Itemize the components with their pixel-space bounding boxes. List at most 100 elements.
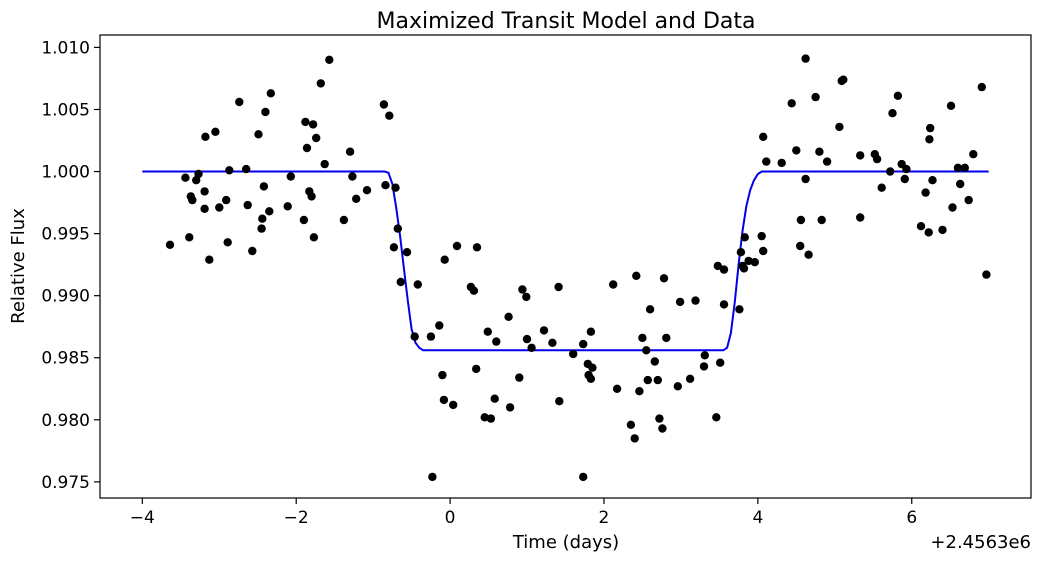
data-point <box>900 174 909 184</box>
data-point <box>757 231 766 241</box>
data-point <box>586 327 596 336</box>
data-point <box>982 270 991 279</box>
data-point <box>719 300 729 309</box>
data-point <box>472 364 481 374</box>
data-point <box>716 358 725 367</box>
data-point <box>948 203 957 212</box>
data-point <box>254 130 263 139</box>
data-point <box>452 241 462 251</box>
data-point <box>739 264 749 273</box>
data-point <box>402 248 412 257</box>
data-point <box>956 179 965 189</box>
data-point <box>662 333 671 343</box>
data-point <box>312 133 321 143</box>
data-point <box>759 246 768 256</box>
data-point <box>650 357 659 366</box>
data-point <box>325 55 334 64</box>
data-point <box>960 163 969 172</box>
data-point <box>735 305 744 314</box>
data-point <box>777 158 786 168</box>
data-point <box>946 101 956 111</box>
x-axis-label: Time (days) <box>512 532 619 553</box>
data-point <box>235 97 244 107</box>
data-point <box>242 164 251 174</box>
data-point <box>248 246 257 256</box>
data-point <box>548 338 557 347</box>
data-point <box>504 312 513 321</box>
y-tick-label: 0.995 <box>41 225 90 245</box>
data-point <box>211 127 220 136</box>
data-point <box>261 107 270 117</box>
data-point <box>439 395 449 405</box>
data-point <box>426 332 436 341</box>
data-point <box>801 54 810 63</box>
data-point <box>655 414 664 423</box>
data-point <box>266 89 275 98</box>
data-point <box>643 375 652 385</box>
data-point <box>440 255 449 264</box>
data-point <box>320 159 329 169</box>
data-point <box>165 240 175 249</box>
data-point <box>632 271 641 280</box>
data-point <box>740 233 749 242</box>
data-point <box>787 99 796 108</box>
data-point <box>877 183 886 192</box>
data-point <box>588 363 597 372</box>
data-point <box>804 250 813 259</box>
data-point <box>856 213 865 222</box>
data-point <box>393 224 402 233</box>
data-point <box>938 225 947 235</box>
data-point <box>181 173 190 182</box>
data-point <box>811 92 820 102</box>
data-point <box>555 397 564 406</box>
y-tick-label: 0.975 <box>41 473 90 493</box>
data-point <box>188 195 197 205</box>
data-point <box>308 120 318 129</box>
data-point <box>316 79 325 88</box>
data-point <box>928 176 937 185</box>
data-point <box>449 400 458 410</box>
y-tick-label: 0.985 <box>41 349 90 369</box>
data-point <box>385 111 394 120</box>
plot-frame <box>99 34 1032 499</box>
y-tick-label: 0.980 <box>41 411 90 431</box>
data-point <box>200 204 209 213</box>
data-point <box>389 243 399 252</box>
x-axis: −4 −2 0 2 4 6 <box>130 498 917 528</box>
data-point <box>675 297 685 307</box>
data-point <box>712 413 721 422</box>
data-point <box>685 374 695 383</box>
data-point <box>257 224 266 233</box>
data-point <box>635 387 644 396</box>
data-point <box>924 228 933 237</box>
data-point <box>579 472 588 482</box>
data-point <box>658 424 667 433</box>
x-offset-label: +2.4563e6 <box>930 532 1031 553</box>
data-point <box>796 241 805 251</box>
data-point <box>518 285 527 294</box>
data-point <box>835 122 844 132</box>
data-point <box>339 215 349 225</box>
x-tick-label: 0 <box>445 508 456 528</box>
data-point <box>700 351 709 360</box>
data-point <box>379 100 389 109</box>
data-point <box>817 215 826 225</box>
data-point <box>886 167 895 176</box>
data-point <box>469 286 479 295</box>
data-point <box>201 132 210 141</box>
data-point <box>921 188 930 197</box>
y-tick-label: 1.005 <box>41 100 90 120</box>
data-point <box>259 182 269 191</box>
data-point <box>762 157 771 166</box>
data-point <box>609 280 618 289</box>
data-point <box>925 135 934 144</box>
data-point <box>902 164 911 174</box>
data-point <box>699 362 709 371</box>
data-point <box>486 414 496 423</box>
data-point <box>522 334 532 344</box>
y-tick-label: 0.990 <box>41 287 90 307</box>
data-point <box>309 233 319 242</box>
data-point <box>515 373 524 382</box>
data-point <box>893 91 903 101</box>
data-point <box>243 200 252 210</box>
